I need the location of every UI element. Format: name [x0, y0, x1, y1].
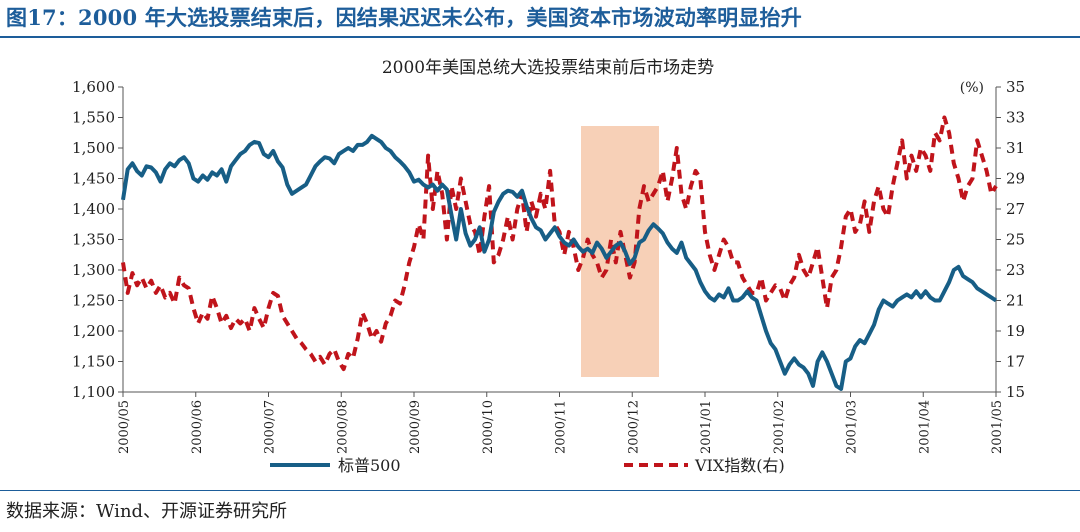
legend: 标普500 VIX指数(右): [270, 456, 785, 475]
x-tick-label: 2000/09: [408, 400, 423, 454]
x-tick-label: 2001/04: [917, 400, 932, 454]
y-left-tick-label: 1,150: [72, 353, 115, 371]
series-lines: [121, 115, 998, 391]
y-right-tick-label: 25: [1006, 231, 1025, 249]
y-right-tick-label: 21: [1006, 292, 1025, 310]
y-left-tick-label: 1,350: [72, 231, 115, 249]
y-left-tick-label: 1,550: [72, 109, 115, 127]
y-right-tick-label: 27: [1006, 200, 1025, 218]
x-tick-label: 2000/08: [335, 400, 350, 454]
x-tick-label: 2001/03: [845, 400, 860, 454]
x-tick-label: 2000/05: [117, 400, 132, 454]
y-right-tick-label: 15: [1006, 383, 1025, 401]
y-right-tick-label: 35: [1006, 78, 1025, 96]
x-tick-label: 2000/12: [626, 400, 641, 454]
series-line-sp500: [121, 133, 998, 391]
legend-label-sp500: 标普500: [338, 456, 401, 475]
y-left-tick-label: 1,500: [72, 139, 115, 157]
data-source: 数据来源：Wind、开源证券研究所: [6, 501, 288, 522]
y-left-tick-label: 1,300: [72, 261, 115, 279]
x-tick-label: 2001/05: [990, 400, 1005, 454]
y-right-tick-label: 19: [1006, 322, 1025, 340]
legend-label-vix: VIX指数(右): [694, 456, 785, 475]
y-left-tick-label: 1,600: [72, 78, 115, 96]
y-right-tick-label: 23: [1006, 261, 1025, 279]
y-left-tick-label: 1,100: [72, 383, 115, 401]
y-right-tick-label: 17: [1006, 353, 1025, 371]
x-tick-label: 2000/11: [554, 400, 569, 454]
x-tick-label: 2001/02: [772, 400, 787, 454]
source-rule: [0, 490, 1080, 491]
y-left-tick-label: 1,250: [72, 292, 115, 310]
figure-title: 图17：2000 年大选投票结束后，因结果迟迟未公布，美国资本市场波动率明显抬升: [6, 5, 802, 30]
x-tick-label: 2000/10: [481, 400, 496, 454]
y-right-tick-label: 29: [1006, 170, 1025, 188]
x-tick-label: 2000/07: [263, 400, 278, 454]
y-left-tick-label: 1,400: [72, 200, 115, 218]
x-tick-label: 2001/01: [699, 400, 714, 454]
y-left-tick-label: 1,200: [72, 322, 115, 340]
x-tick-label: 2000/06: [190, 400, 205, 454]
chart: 2000年美国总统大选投票结束前后市场走势 1,100 1,150 1,200 1,2…: [72, 58, 1025, 475]
series-line-vix: [121, 115, 998, 372]
y-right-tick-label: 33: [1006, 109, 1025, 127]
y-right-tick-label: 31: [1006, 139, 1025, 157]
y-right-unit: (%): [960, 80, 984, 96]
chart-title: 2000年美国总统大选投票结束前后市场走势: [382, 58, 714, 78]
y-left-tick-label: 1,450: [72, 170, 115, 188]
title-rule: [0, 36, 1080, 38]
axes: 1,100 1,150 1,200 1,250 1,300 1,350 1,400 1,450…: [72, 78, 1025, 454]
